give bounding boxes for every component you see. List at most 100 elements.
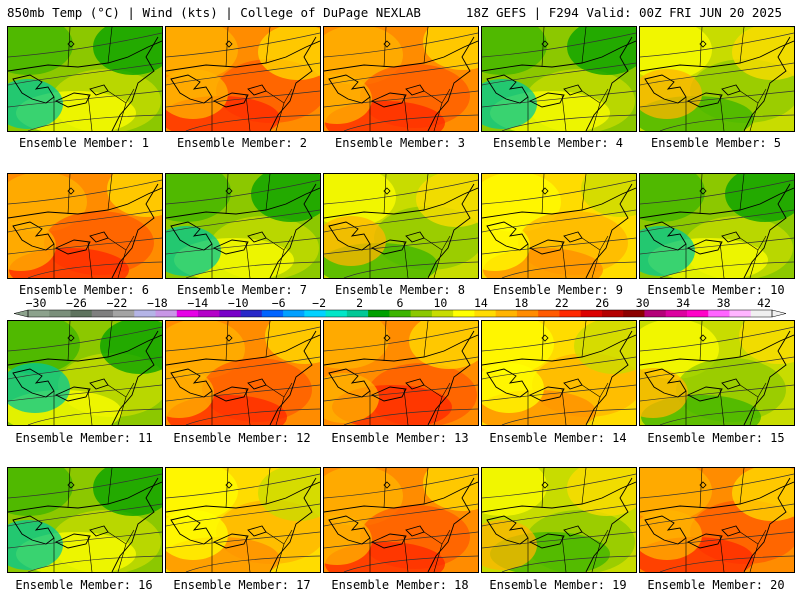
ensemble-member-label: Ensemble Member: 19 [489,578,627,592]
colorbar-tick-label: 26 [595,296,609,310]
state-border [87,94,93,131]
streamline [166,90,320,108]
coastline [269,477,317,572]
state-border [403,388,409,425]
state-border [699,174,703,215]
temperature-map [640,468,794,572]
state-border [699,468,703,509]
colorbar-swatch [198,310,220,317]
station-marker-icon [225,481,233,489]
temperature-contour-fill [416,174,478,227]
great-lakes-outline [170,368,267,402]
coastline [585,330,633,425]
colorbar-tick-label: 22 [555,296,569,310]
state-border [591,102,601,131]
state-border [67,174,71,215]
streamline [324,209,478,233]
streamline [166,473,320,499]
temperature-contour-fill [251,174,320,222]
streamline [8,62,162,86]
state-border [67,27,71,68]
temperature-map [8,468,162,572]
streamline [343,408,478,425]
streamline [482,179,636,205]
temperature-map [482,174,636,278]
streamline [324,237,478,255]
state-border [561,241,567,278]
state-border [719,94,725,131]
ensemble-member-label: Ensemble Member: 4 [492,136,624,150]
streamline [185,114,320,131]
streamline [343,114,478,131]
state-border [581,468,587,505]
station-marker-icon [541,40,549,48]
state-border [719,535,725,572]
temperature-contour-fill [324,321,389,369]
streamline [166,62,320,86]
colorbar-swatch [474,310,497,317]
colorbar-swatch [91,310,114,317]
temperature-map [324,468,478,572]
streamline [166,326,320,352]
station-marker-icon [383,334,391,342]
state-border [433,396,443,425]
great-lakes-outline [486,368,583,402]
state-border [117,102,127,131]
ensemble-map-panel [639,26,795,132]
streamline [166,237,320,255]
streamline [27,114,162,131]
streamline [27,261,162,278]
temperature-map [8,174,162,278]
streamline [640,179,794,205]
state-border [245,535,251,572]
state-border [107,321,113,358]
coastline [111,477,159,572]
temperature-contour-fill [93,27,162,75]
temperature-contour-fill [324,216,386,266]
streamline [324,32,478,58]
temperature-contour-fill [93,468,162,516]
streamline [482,531,636,549]
colorbar-swatch [623,310,645,317]
temperature-map [166,468,320,572]
streamline [8,32,162,58]
colorbar-tick-label: 2 [356,296,363,310]
colorbar-swatch [70,310,93,317]
streamline [8,209,162,233]
great-lakes-outline [12,368,109,402]
temperature-contour-fill [258,468,320,521]
state-border [719,241,725,278]
ensemble-member-label: Ensemble Member: 18 [331,578,469,592]
temperature-map [8,27,162,131]
state-border [87,388,93,425]
ensemble-member-label: Ensemble Member: 1 [18,136,150,150]
state-border [541,468,545,509]
streamline [166,503,320,527]
great-lakes-outline [644,515,741,549]
streamline [482,356,636,380]
great-lakes-outline [12,221,109,255]
coastline [743,36,791,131]
state-border [67,321,71,362]
station-marker-icon [383,40,391,48]
station-marker-icon [383,187,391,195]
temperature-map [324,174,478,278]
coastline [585,477,633,572]
ensemble-map-panel [481,320,637,426]
temperature-contour-fill [482,468,547,516]
station-marker-icon [699,40,707,48]
ensemble-map-panel [639,320,795,426]
ensemble-map-panel [481,467,637,573]
colorbar-tick-label: −6 [272,296,286,310]
colorbar-tick-label: 14 [474,296,488,310]
state-border [423,27,429,64]
state-border [749,543,759,572]
state-border [541,321,545,362]
colorbar-swatch [368,310,390,317]
temperature-contour-fill [8,468,73,516]
ensemble-member-label: Ensemble Member: 11 [15,431,153,445]
state-border [265,27,271,64]
temperature-contour-fill [640,69,702,119]
ensemble-member-label: Ensemble Member: 2 [176,136,308,150]
ensemble-member-label: Ensemble Member: 20 [647,578,785,592]
